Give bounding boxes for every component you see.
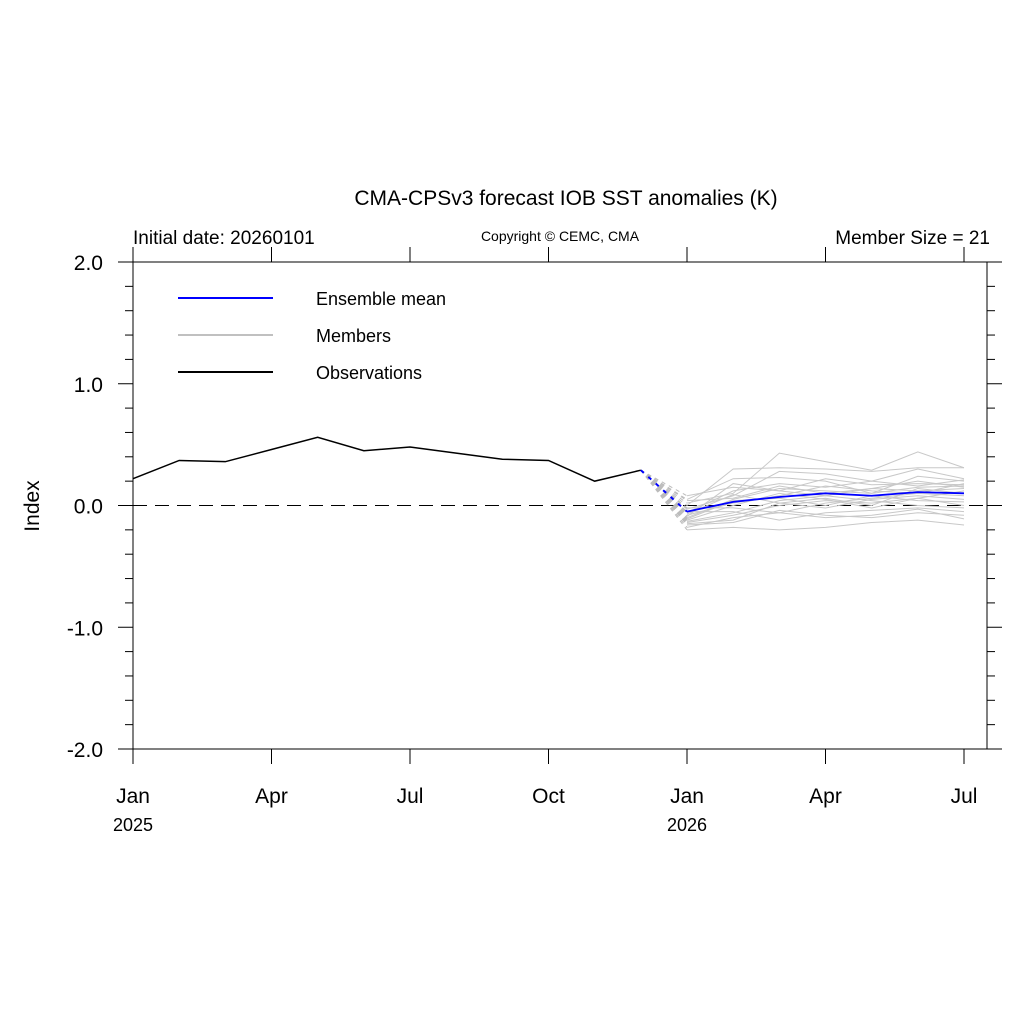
- member-line: [686, 497, 965, 524]
- legend-label-observations: Observations: [316, 363, 422, 383]
- member-line: [686, 475, 965, 500]
- x-tick-label: Jan: [670, 785, 704, 808]
- member-size: Member Size = 21: [835, 228, 990, 249]
- member-line: [686, 479, 965, 514]
- y-axis-label: Index: [21, 480, 44, 532]
- member-connector: [640, 469, 688, 509]
- x-tick-year: 2026: [667, 815, 707, 835]
- member-line: [686, 485, 965, 519]
- member-connector: [640, 469, 688, 522]
- x-tick-label: Oct: [532, 785, 565, 808]
- legend-label-mean: Ensemble mean: [316, 289, 446, 309]
- member-line: [686, 468, 965, 510]
- x-tick-label: Jan: [116, 785, 150, 808]
- x-tick-label: Apr: [255, 785, 288, 808]
- member-line: [686, 487, 965, 515]
- initial-date: Initial date: 20260101: [133, 228, 315, 249]
- member-line: [686, 509, 965, 526]
- member-line: [687, 507, 965, 521]
- member-line: [686, 495, 965, 520]
- ensemble-mean-line: [686, 491, 965, 513]
- chart-title: CMA-CPSv3 forecast IOB SST anomalies (K): [354, 187, 777, 210]
- member-connector: [640, 469, 688, 502]
- x-tick-label: Apr: [809, 785, 842, 808]
- member-line: [686, 467, 964, 506]
- member-line: [687, 492, 965, 514]
- member-line: [686, 478, 965, 517]
- y-tick-label: 0.0: [74, 496, 103, 519]
- copyright: Copyright © CEMC, CMA: [481, 228, 640, 244]
- x-tick-label: Jul: [397, 785, 424, 808]
- ensemble-mean-connector: [640, 469, 688, 513]
- member-line: [686, 495, 965, 525]
- member-connector: [640, 469, 688, 497]
- member-line: [686, 508, 965, 528]
- y-tick-label: -2.0: [67, 739, 103, 762]
- member-line: [686, 519, 965, 531]
- y-tick-label: 1.0: [74, 374, 103, 397]
- legend: Ensemble mean Members Observations: [178, 289, 446, 383]
- member-line: [686, 495, 965, 522]
- x-tick-label: Jul: [951, 785, 978, 808]
- observations-line: [132, 436, 642, 482]
- y-tick-label: -1.0: [67, 617, 103, 640]
- y-tick-label: 2.0: [74, 252, 103, 275]
- legend-label-members: Members: [316, 326, 391, 346]
- x-tick-year: 2025: [113, 815, 153, 835]
- member-line: [686, 451, 965, 504]
